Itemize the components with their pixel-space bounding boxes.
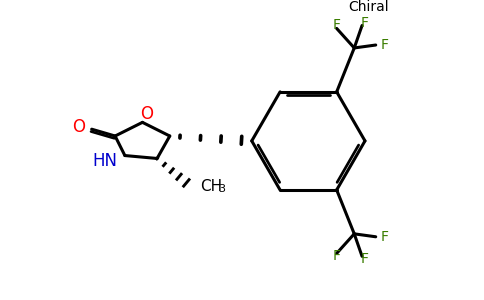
Text: F: F: [333, 249, 341, 263]
Text: O: O: [72, 118, 85, 136]
Text: CH: CH: [200, 179, 222, 194]
Text: HN: HN: [92, 152, 117, 170]
Text: Chiral: Chiral: [348, 0, 389, 14]
Text: O: O: [140, 105, 153, 123]
Text: F: F: [333, 19, 341, 32]
Text: F: F: [380, 38, 389, 52]
Text: F: F: [380, 230, 389, 244]
Text: 3: 3: [219, 184, 226, 194]
Text: F: F: [361, 16, 369, 30]
Text: F: F: [361, 252, 369, 266]
